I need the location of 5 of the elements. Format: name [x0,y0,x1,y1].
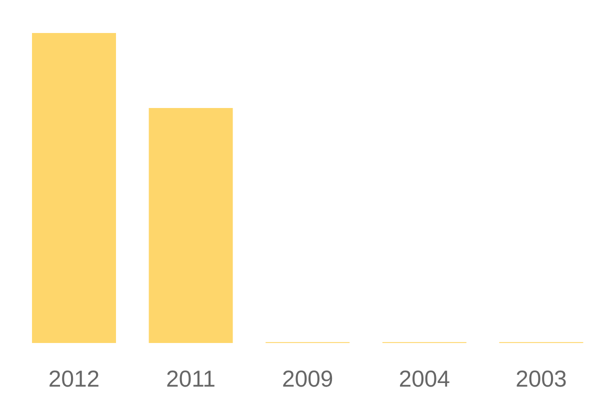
x-tick-label: 2004 [400,370,450,387]
x-tick-label: 2012 [50,370,98,387]
x-tick-label: 2009 [283,370,332,387]
x-tick-label: 2011 [167,370,214,387]
x-tick-label: 2003 [516,370,566,387]
